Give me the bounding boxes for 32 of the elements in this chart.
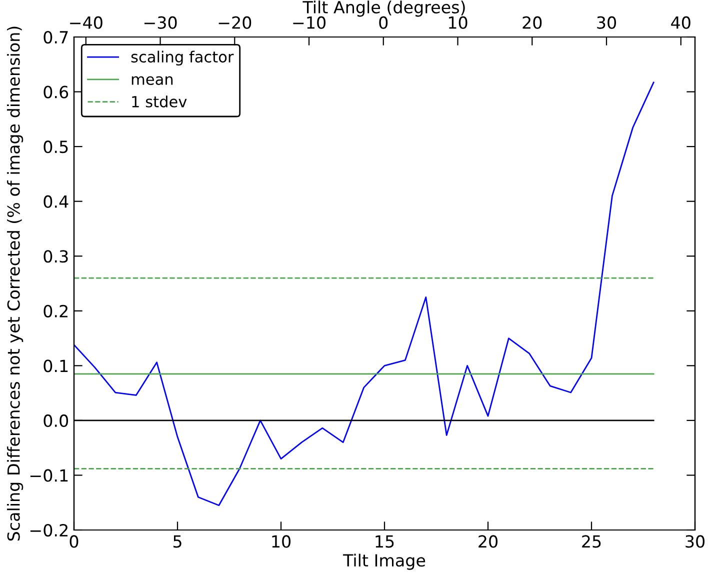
x2-tick-label: −20 [218,16,252,29]
y-tick-label: −0.1 [30,469,68,482]
x2-tick-label: 0 [379,16,388,29]
legend-label: 1 stdev [132,96,187,108]
legend-label: mean [132,76,173,85]
x2-tick-label: 30 [597,16,616,29]
y-tick-label: 0.3 [44,250,68,263]
y-tick-label: 0.6 [44,86,68,98]
x-tick-label: 15 [376,535,394,548]
y-tick-label: 0.1 [44,360,68,372]
x-tick-label: 5 [173,535,182,548]
x-tick-label: 20 [478,535,498,548]
x-tick-label: 10 [272,535,290,548]
x2-tick-label: 20 [522,16,542,29]
x2-axis-title: Tilt Angle (degrees) [302,0,465,17]
y-tick-label: 0.7 [44,30,68,44]
x-tick-label: 30 [686,535,704,548]
y-tick-label: 0.5 [44,140,68,154]
y-axis-title: Scaling Differences not yet Corrected (% of image dimension) [6,26,24,541]
x2-tick-label: −40 [70,16,102,29]
y-tick-label: 0.4 [44,195,68,208]
x-tick-label: 0 [70,535,78,548]
x2-tick-label: 40 [671,16,690,29]
x2-tick-label: −30 [144,16,177,29]
y-tick-label: 0.2 [44,304,68,318]
x-axis-title: Tilt Image [342,554,426,570]
legend-label: scaling factor [131,50,234,66]
y-tick-label: −0.2 [30,524,68,537]
x2-tick-label: −10 [293,16,326,29]
x-tick-label: 25 [582,535,601,548]
y-tick-label: 0.0 [44,414,68,428]
x2-tick-label: 10 [448,16,468,29]
